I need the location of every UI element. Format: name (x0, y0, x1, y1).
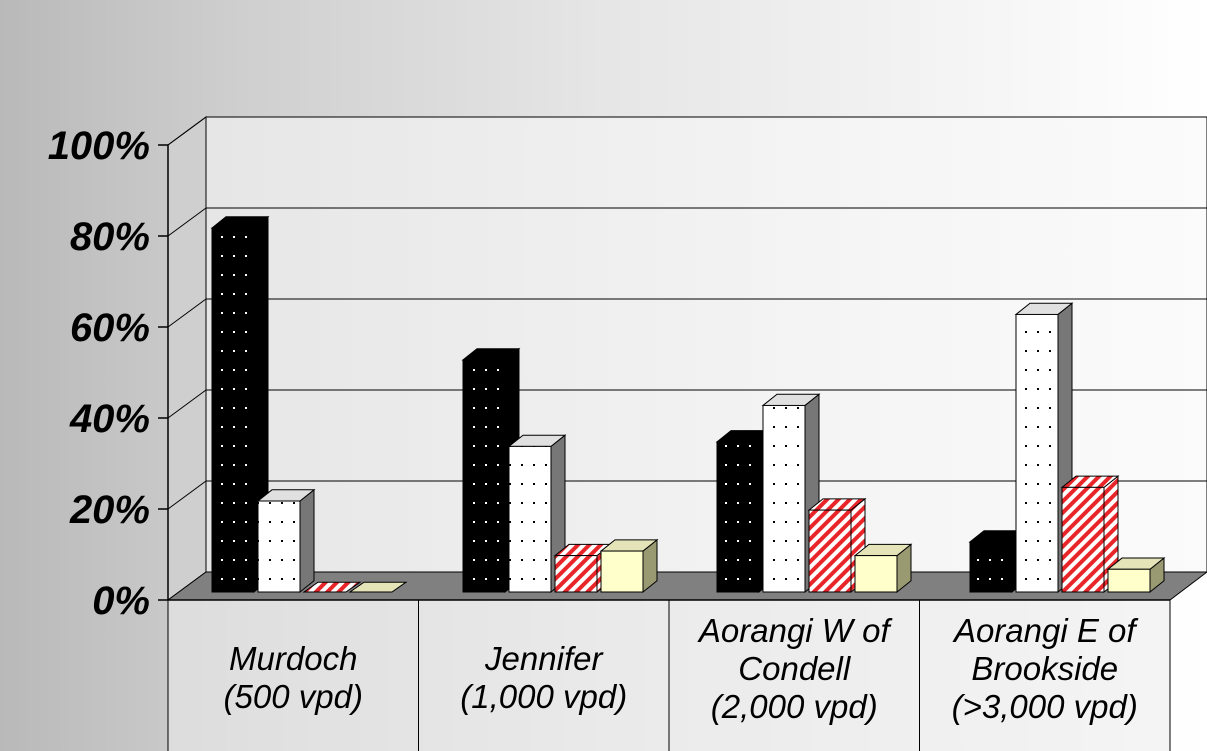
bar-side (299, 488, 315, 594)
bar (1107, 568, 1151, 593)
y-tick-label: 80% (70, 215, 150, 259)
bar (1015, 313, 1059, 593)
category-label: Aorangi W of (697, 612, 894, 649)
y-tick-label: 40% (69, 397, 150, 441)
bar (600, 550, 644, 593)
category-label: (1,000 vpd) (460, 678, 627, 715)
category-label: (>3,000 vpd) (952, 688, 1138, 725)
bar (508, 445, 552, 593)
y-tick-label: 60% (70, 306, 150, 350)
bar (554, 555, 598, 593)
category-label: Condell (738, 650, 852, 687)
y-tick-label: 20% (69, 488, 150, 532)
bar (462, 359, 506, 593)
gridline-side (167, 298, 207, 328)
bar (854, 555, 898, 593)
bar (348, 581, 408, 593)
category-label: Aorangi E of (952, 612, 1139, 649)
bar (1061, 486, 1105, 593)
y-tick-label: 100% (48, 124, 150, 168)
gridline-side (167, 207, 207, 237)
side-wall (167, 116, 207, 601)
bar (808, 509, 852, 593)
gridline-side (167, 116, 207, 146)
bar (969, 541, 1013, 593)
category-label: Murdoch (229, 640, 357, 677)
gridline-side (167, 389, 207, 419)
category-label: Jennifer (484, 640, 604, 677)
bar (716, 441, 760, 593)
bar (302, 581, 362, 593)
gridline-side (167, 480, 207, 510)
bar (257, 500, 301, 593)
bar (211, 227, 255, 593)
category-label: (500 vpd) (224, 678, 363, 715)
y-tick-label: 0% (92, 579, 150, 623)
bar (762, 404, 806, 593)
category-label: Brookside (971, 650, 1118, 687)
category-label: (2,000 vpd) (711, 688, 878, 725)
